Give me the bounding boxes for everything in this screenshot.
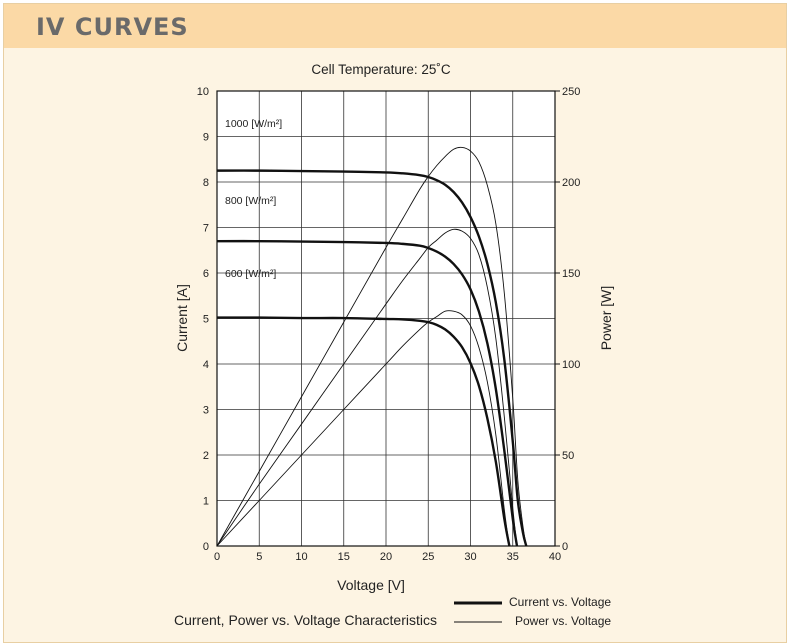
y-axis-label: Current [A] xyxy=(174,284,190,352)
y2-tick-label: 200 xyxy=(562,177,580,189)
page-title: IV CURVES xyxy=(36,13,189,41)
y-tick-label: 5 xyxy=(203,314,209,326)
y2-tick-label: 250 xyxy=(562,86,580,98)
y-tick-label: 10 xyxy=(197,86,209,98)
x-tick-label: 30 xyxy=(464,551,476,563)
y2-tick-label: 150 xyxy=(562,268,580,280)
power-curve xyxy=(216,228,518,547)
y-tick-label: 9 xyxy=(203,132,209,144)
x-tick-label: 20 xyxy=(380,551,392,563)
y-tick-label: 0 xyxy=(203,541,209,553)
irradiance-label: 1000 [W/m²] xyxy=(225,118,282,130)
y2-tick-label: 100 xyxy=(562,359,580,371)
irradiance-labels: 1000 [W/m²] 800 [W/m²] 600 [W/m²] xyxy=(225,118,282,280)
chart-subtitle: Current, Power vs. Voltage Characteristi… xyxy=(174,612,437,628)
x-tick-label: 40 xyxy=(549,551,561,563)
current-curve xyxy=(216,239,519,547)
header-bar: IV CURVES xyxy=(4,4,786,48)
x-axis-label: Voltage [V] xyxy=(337,577,405,593)
curves xyxy=(216,146,528,547)
legend: Current vs. Voltage Power vs. Voltage xyxy=(454,595,611,628)
current-curve xyxy=(216,169,528,547)
y-tick-label: 6 xyxy=(203,268,209,280)
y2-tick-label: 50 xyxy=(562,450,574,462)
x-tick-label: 0 xyxy=(214,551,220,563)
legend-label-power: Power vs. Voltage xyxy=(515,614,611,628)
x-tick-label: 35 xyxy=(507,551,519,563)
y-tick-label: 1 xyxy=(203,496,209,508)
power-curve xyxy=(216,146,527,547)
power-curve xyxy=(216,310,510,547)
current-curve xyxy=(216,316,511,547)
y-tick-label: 2 xyxy=(203,450,209,462)
x-tick-label: 10 xyxy=(295,551,307,563)
tick-labels: 0 5 10 15 20 25 30 35 40012345678910050100150200… xyxy=(197,86,581,563)
chart-title: Cell Temperature: 25˚C xyxy=(311,62,451,77)
irradiance-label: 600 [W/m²] xyxy=(225,268,276,280)
y-tick-label: 4 xyxy=(203,359,209,371)
y2-axis-label: Power [W] xyxy=(598,286,614,351)
x-tick-label: 5 xyxy=(256,551,262,563)
y-tick-label: 3 xyxy=(203,405,209,417)
y-tick-label: 7 xyxy=(203,223,209,235)
y-tick-label: 8 xyxy=(203,177,209,189)
irradiance-label: 800 [W/m²] xyxy=(225,195,276,207)
y2-tick-label: 0 xyxy=(562,541,568,553)
x-tick-label: 25 xyxy=(422,551,434,563)
plot-border xyxy=(216,90,556,547)
legend-label-current: Current vs. Voltage xyxy=(509,595,611,609)
x-tick-label: 15 xyxy=(338,551,350,563)
